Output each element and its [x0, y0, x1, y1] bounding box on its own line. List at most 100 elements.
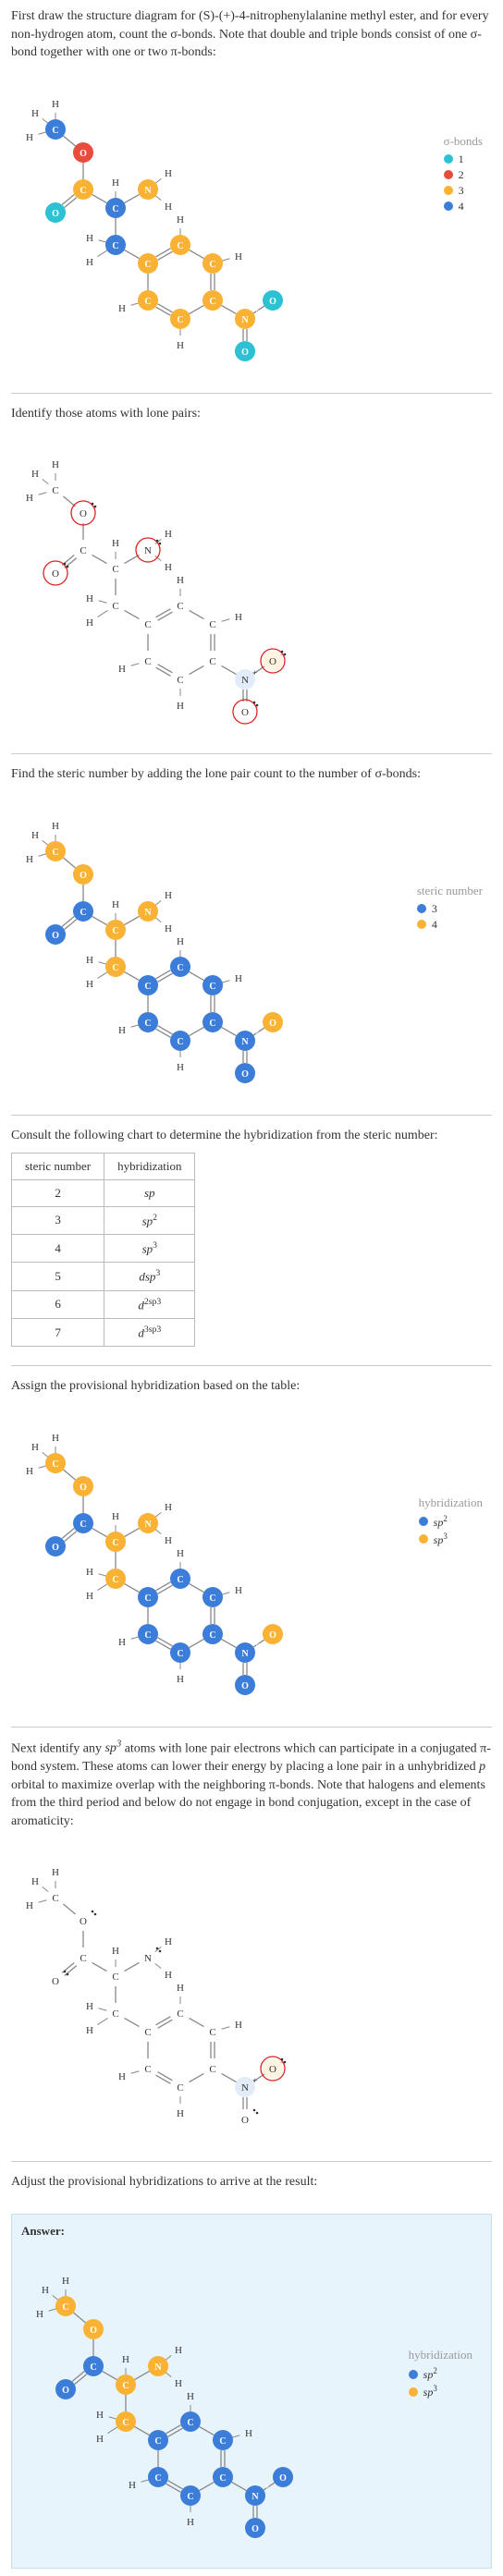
- svg-text:C: C: [209, 2064, 215, 2075]
- svg-text:C: C: [80, 545, 86, 556]
- svg-text:C: C: [122, 2381, 129, 2391]
- legend-label: sp3: [434, 1532, 448, 1547]
- svg-text:H: H: [177, 701, 184, 712]
- table-cell: dsp3: [104, 1263, 195, 1290]
- intro-p1: First draw the structure diagram for (S)…: [11, 7, 492, 62]
- svg-text:H: H: [177, 575, 184, 586]
- legend-dot: [419, 1517, 428, 1526]
- svg-text:H: H: [86, 233, 93, 244]
- svg-text:O: O: [252, 2524, 259, 2534]
- svg-text:O: O: [90, 2326, 97, 2336]
- svg-text:C: C: [112, 601, 118, 612]
- steric-diagram: HHHHHHHHHHHHCOCOCNCCCCCCCN+O−O steric nu…: [11, 791, 492, 1096]
- svg-text:C: C: [144, 2064, 151, 2075]
- divider: [11, 1365, 492, 1366]
- legend-label: 3: [459, 184, 464, 198]
- legend-item: 4: [444, 200, 483, 214]
- svg-text:C: C: [187, 2492, 193, 2502]
- svg-text:H: H: [165, 168, 172, 179]
- svg-text:O: O: [241, 1069, 249, 1080]
- svg-text:H: H: [235, 973, 242, 984]
- svg-text:N: N: [144, 545, 152, 556]
- svg-text:C: C: [144, 2027, 151, 2038]
- svg-text:C: C: [177, 241, 183, 251]
- steric-legend-title: steric number: [417, 884, 483, 898]
- svg-text:O: O: [241, 348, 249, 358]
- legend-item: 3: [444, 184, 483, 198]
- svg-text:N: N: [144, 186, 152, 196]
- svg-text:C: C: [144, 1019, 151, 1029]
- sigma-legend: σ-bonds 1234: [444, 134, 483, 215]
- svg-text:H: H: [177, 214, 184, 226]
- svg-text:O: O: [52, 1976, 59, 1987]
- svg-text:C: C: [144, 260, 151, 270]
- svg-text:−: −: [282, 1621, 287, 1630]
- legend-dot: [409, 2387, 418, 2397]
- svg-text:H: H: [118, 303, 126, 314]
- svg-text:H: H: [112, 177, 119, 189]
- svg-text:H: H: [52, 821, 59, 832]
- svg-text:C: C: [52, 126, 58, 136]
- svg-text:H: H: [86, 2025, 93, 2036]
- svg-text:C: C: [154, 2436, 161, 2447]
- svg-text:C: C: [80, 1953, 86, 1964]
- legend-dot: [419, 1534, 428, 1544]
- intro-p7: Adjust the provisional hybridizations to…: [11, 2173, 492, 2191]
- svg-text:C: C: [209, 1019, 215, 1029]
- divider: [11, 1727, 492, 1728]
- svg-text:C: C: [112, 963, 118, 973]
- steric-legend: steric number 34: [417, 884, 483, 934]
- table-cell: 7: [12, 1318, 104, 1346]
- svg-text:H: H: [165, 201, 172, 213]
- svg-text:C: C: [144, 297, 151, 307]
- svg-text:H: H: [86, 979, 93, 990]
- lonepair-diagram: HHHHHHHHHHHHCOCOCNCCCCCCCN+O−O: [11, 430, 492, 735]
- divider: [11, 2161, 492, 2162]
- svg-text:+: +: [254, 306, 259, 315]
- svg-text:H: H: [165, 529, 172, 540]
- svg-text:O: O: [80, 871, 87, 881]
- table-cell: sp: [104, 1179, 195, 1206]
- svg-text:H: H: [86, 617, 93, 629]
- svg-text:H: H: [86, 1591, 93, 1602]
- p6c: orbital to maximize overlap with the nei…: [11, 1778, 485, 1828]
- table-row: 2sp: [12, 1179, 195, 1206]
- svg-text:H: H: [112, 1946, 119, 1957]
- svg-text:N: N: [241, 1037, 249, 1047]
- svg-text:H: H: [42, 2285, 49, 2296]
- table-cell: sp3: [104, 1234, 195, 1262]
- svg-text:H: H: [31, 830, 39, 841]
- svg-text:H: H: [122, 2354, 129, 2365]
- svg-text:H: H: [112, 1511, 119, 1522]
- intro-p4: Consult the following chart to determine…: [11, 1127, 492, 1145]
- svg-text:O: O: [269, 1019, 276, 1029]
- svg-text:H: H: [165, 562, 172, 573]
- svg-text:C: C: [52, 848, 58, 858]
- svg-text:N: N: [241, 315, 249, 325]
- svg-text:H: H: [177, 1983, 184, 1994]
- svg-text:C: C: [177, 315, 183, 325]
- svg-text:H: H: [177, 1548, 184, 1559]
- svg-text:C: C: [144, 619, 151, 630]
- svg-text:H: H: [31, 469, 39, 480]
- svg-text:C: C: [112, 1538, 118, 1548]
- table-cell: d3sp3: [104, 1318, 195, 1346]
- table-header: hybridization: [104, 1153, 195, 1179]
- legend-item: 2: [444, 168, 483, 182]
- svg-text:C: C: [80, 908, 86, 918]
- svg-text:C: C: [144, 1593, 151, 1604]
- intro-p6: Next identify any sp3 atoms with lone pa…: [11, 1739, 492, 1831]
- svg-text:H: H: [112, 899, 119, 910]
- legend-dot: [444, 201, 453, 211]
- legend-item: 3: [417, 902, 483, 916]
- svg-text:C: C: [52, 1459, 58, 1470]
- svg-text:H: H: [118, 2071, 126, 2082]
- svg-text:H: H: [86, 955, 93, 966]
- legend-item: sp2: [409, 2366, 472, 2382]
- svg-text:H: H: [177, 1062, 184, 1073]
- p-term: p: [479, 1760, 485, 1774]
- svg-text:H: H: [177, 2108, 184, 2119]
- legend-dot: [444, 170, 453, 179]
- svg-text:H: H: [177, 936, 184, 947]
- legend-dot: [417, 904, 426, 913]
